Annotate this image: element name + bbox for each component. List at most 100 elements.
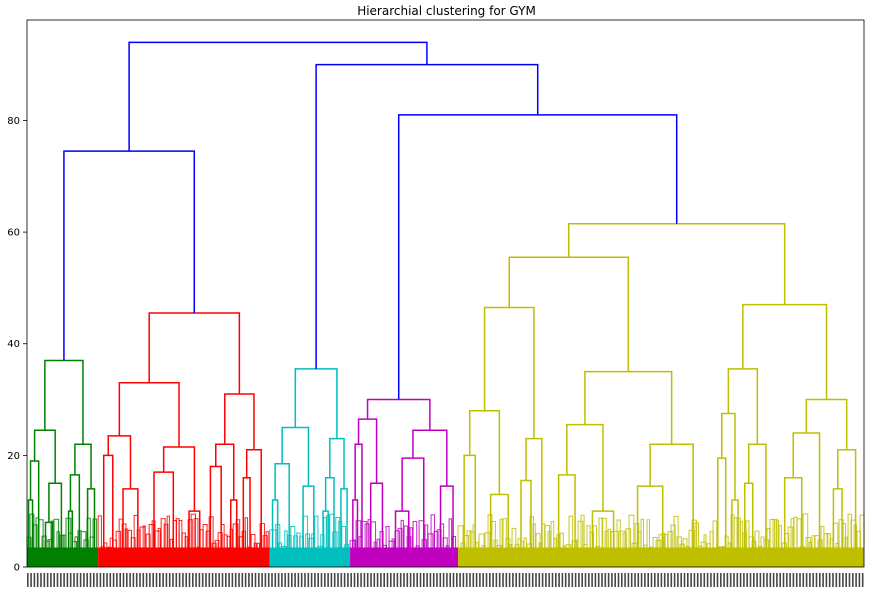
leaf-link-cluster-5 [532,523,536,548]
x-tick-mark [696,573,699,587]
leaf-link-cluster-5 [601,517,607,548]
x-tick-mark [439,573,442,587]
leaf-link-cluster-4 [391,538,395,548]
x-tick-mark [858,573,861,587]
x-tick-mark [769,573,772,587]
x-tick-mark [522,573,524,587]
x-tick-mark [700,573,702,587]
x-tick-mark [380,573,382,587]
x-tick-mark [828,573,831,587]
leaf-link-cluster-5 [691,519,697,548]
x-tick-mark [743,573,745,587]
x-tick-mark [244,573,247,587]
dendrogram-link-cluster-3 [281,426,310,487]
leaf-link-cluster-5 [838,519,844,548]
leaf-link-cluster-5 [568,515,574,548]
y-tick-label: 60 [7,228,20,239]
x-tick-mark [518,573,521,587]
x-tick-mark [726,573,729,587]
x-tick-mark [79,573,82,587]
x-tick-mark [211,573,214,587]
x-tick-mark [528,573,531,587]
x-tick-mark [842,573,844,587]
top-link-1 [63,150,196,361]
dendrogram-link-cluster-3 [329,437,345,489]
x-tick-mark [825,573,828,587]
leaf-link-cluster-5 [793,516,798,548]
leaf-link-cluster-5 [619,530,626,548]
leaf-link-cluster-3 [272,529,278,548]
leaf-link-cluster-5 [502,518,507,548]
dendrogram-link-cluster-2 [209,465,222,567]
leaf-link-cluster-3 [290,525,296,548]
leaf-link-cluster-5 [811,535,816,548]
x-tick-mark [175,573,178,587]
leaf-link-cluster-5 [667,531,673,548]
dendrogram-link-cluster-1 [67,510,74,567]
leaf-link-cluster-2 [262,535,268,548]
x-tick-mark [723,573,725,587]
x-tick-mark [333,573,336,587]
x-tick-mark [63,573,65,587]
leaf-link-cluster-5 [544,525,551,548]
dendrogram-link-cluster-2 [224,393,255,450]
leaf-link-cluster-5 [484,532,491,548]
x-tick-mark [370,573,372,587]
leaf-link-cluster-5 [514,544,520,548]
x-tick-mark [654,573,656,587]
x-tick-mark [657,573,659,587]
leaf-link-cluster-5 [712,520,718,548]
dendrogram-link-cluster-4 [357,418,378,484]
x-tick-mark [492,573,494,587]
x-tick-mark [531,573,534,587]
x-tick-mark [343,573,346,587]
dendrogram-link-cluster-1 [44,359,84,445]
leaf-link-cluster-5 [664,533,669,548]
leaf-link-cluster-5 [658,534,665,548]
dendrogram-link-cluster-5 [744,482,754,567]
dendrogram-link-cluster-2 [215,443,235,501]
x-tick-mark [637,573,640,587]
dendrogram-link-cluster-5 [792,432,821,567]
leaf-link-cluster-2 [184,536,188,548]
leaf-link-cluster-2 [124,528,128,548]
x-tick-mark [861,573,864,587]
x-tick-mark [588,573,590,587]
leaf-link-cluster-2 [232,523,239,548]
x-tick-mark [294,573,296,587]
dendrogram-link-cluster-5 [742,303,828,400]
leaf-link-cluster-5 [703,534,707,548]
x-tick-mark [832,573,834,587]
x-tick-mark [165,573,168,587]
x-tick-mark [238,573,240,587]
x-tick-mark [683,573,686,587]
leaf-link-cluster-5 [577,520,584,548]
x-tick-mark [320,573,323,587]
x-tick-mark [185,573,187,587]
leaf-link-cluster-3 [284,530,288,548]
x-tick-mark [845,573,847,587]
x-tick-mark [736,573,739,587]
x-tick-mark [129,573,131,587]
x-tick-mark [135,573,138,587]
x-tick-mark [396,573,399,587]
x-tick-mark [89,573,92,587]
dendrogram-link-cluster-1 [33,429,56,484]
leaf-link-cluster-4 [400,519,404,548]
leaf-link-cluster-5 [775,519,779,548]
x-tick-mark [231,573,234,587]
leaf-link-cluster-5 [697,545,703,548]
x-tick-mark [762,573,765,587]
x-tick-mark [330,573,333,587]
dendrogram-link-cluster-4 [369,482,384,567]
leaf-link-cluster-5 [718,546,725,548]
x-tick-mark [855,573,857,587]
x-tick-mark [126,573,128,587]
leaf-link-cluster-5 [646,519,650,548]
x-tick-mark [739,573,742,587]
leaf-link-cluster-4 [385,526,390,548]
x-tick-mark [86,573,88,587]
x-tick-mark [766,573,768,587]
